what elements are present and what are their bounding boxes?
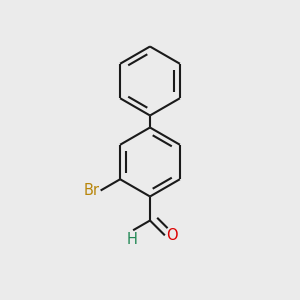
- Text: O: O: [166, 228, 178, 243]
- Text: H: H: [126, 232, 137, 247]
- Text: Br: Br: [83, 183, 99, 198]
